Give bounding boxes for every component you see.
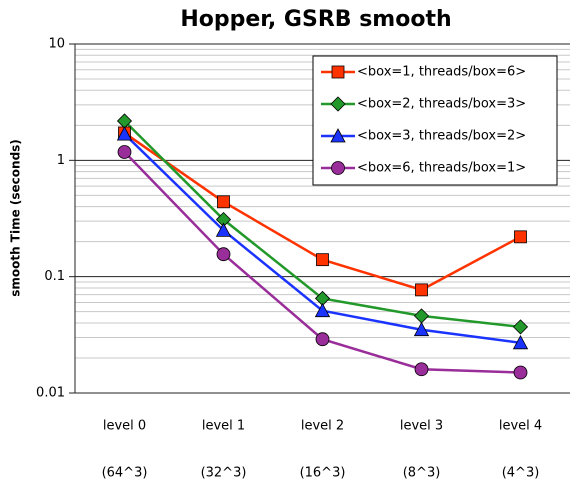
marker xyxy=(217,195,230,209)
marker xyxy=(415,283,428,297)
x-tick-note: (8^3) xyxy=(403,466,441,481)
marker xyxy=(314,302,331,318)
y-tick-label: 1 xyxy=(57,153,65,168)
marker xyxy=(315,332,330,347)
legend-label: <box=6, threads/box=1> xyxy=(357,161,526,176)
legend-box xyxy=(312,55,558,186)
marker xyxy=(512,319,529,335)
marker xyxy=(116,126,133,141)
legend-label: <box=3, threads/box=2> xyxy=(357,129,526,144)
x-tick-label: level 3 xyxy=(400,419,443,434)
y-tick-label: 10 xyxy=(48,37,65,52)
marker xyxy=(513,365,528,380)
x-tick-label: level 0 xyxy=(103,419,146,434)
marker xyxy=(514,230,527,244)
x-tick-note: (64^3) xyxy=(102,466,148,481)
marker xyxy=(413,308,430,324)
marker xyxy=(331,65,345,79)
chart-title: Hopper, GSRB smooth xyxy=(180,7,451,32)
x-tick-note: (16^3) xyxy=(300,466,346,481)
marker xyxy=(413,321,430,337)
marker xyxy=(330,96,346,112)
x-tick-label: level 1 xyxy=(202,419,245,434)
marker xyxy=(215,222,232,237)
y-tick-label: 0.1 xyxy=(44,269,65,284)
y-tick-label: 0.01 xyxy=(36,386,65,401)
marker xyxy=(316,253,329,267)
x-tick-note: (32^3) xyxy=(201,466,247,481)
marker xyxy=(414,362,429,377)
legend-label: <box=1, threads/box=6> xyxy=(357,65,526,80)
x-tick-label: level 2 xyxy=(301,419,344,434)
legend-label: <box=2, threads/box=3> xyxy=(357,97,526,112)
marker xyxy=(331,161,345,175)
marker xyxy=(512,334,529,350)
x-tick-label: level 4 xyxy=(499,419,542,434)
marker xyxy=(330,128,346,143)
marker xyxy=(117,145,132,159)
y-axis-label: smooth Time (seconds) xyxy=(9,139,23,297)
marker xyxy=(216,247,231,262)
x-tick-note: (4^3) xyxy=(502,466,540,481)
